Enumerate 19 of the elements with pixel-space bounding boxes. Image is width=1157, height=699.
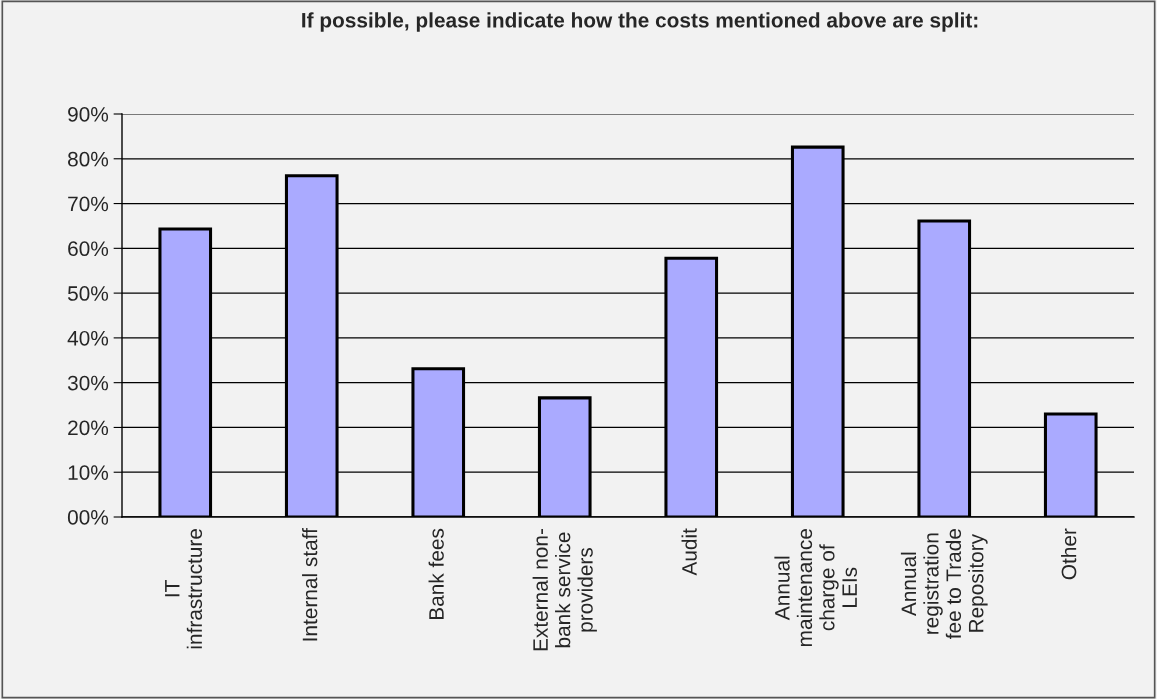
y-tick-label: 50% — [67, 286, 109, 301]
x-tick-label: IT infrastructure — [165, 529, 203, 649]
y-tick-label: 20% — [68, 420, 109, 436]
y-tick-label: 10% — [68, 465, 109, 480]
x-tick-label: External non- bank service providers — [532, 529, 597, 651]
chart-title: If possible, please indicate how the costs mentioned above are split: — [302, 12, 978, 32]
x-tick-label: Other — [1061, 528, 1077, 580]
y-tick-label: 30% — [67, 375, 109, 391]
x-tick-label: Annual registration fee to Trade Repository — [900, 529, 988, 639]
y-tick-label: 60% — [68, 241, 109, 257]
y-tick-label: 40% — [67, 330, 109, 346]
x-tick-label: Internal staff — [302, 528, 318, 641]
x-tick-label: Bank fees — [428, 528, 444, 620]
y-tick-label: 80% — [68, 151, 109, 167]
y-tick-label: 90% — [68, 107, 109, 122]
y-tick-label: 00% — [67, 510, 109, 525]
x-tick-label: Annual maintenance charge of LEIs — [774, 529, 857, 647]
y-tick-label: 70% — [68, 196, 109, 212]
x-tick-label: Audit — [681, 528, 697, 576]
